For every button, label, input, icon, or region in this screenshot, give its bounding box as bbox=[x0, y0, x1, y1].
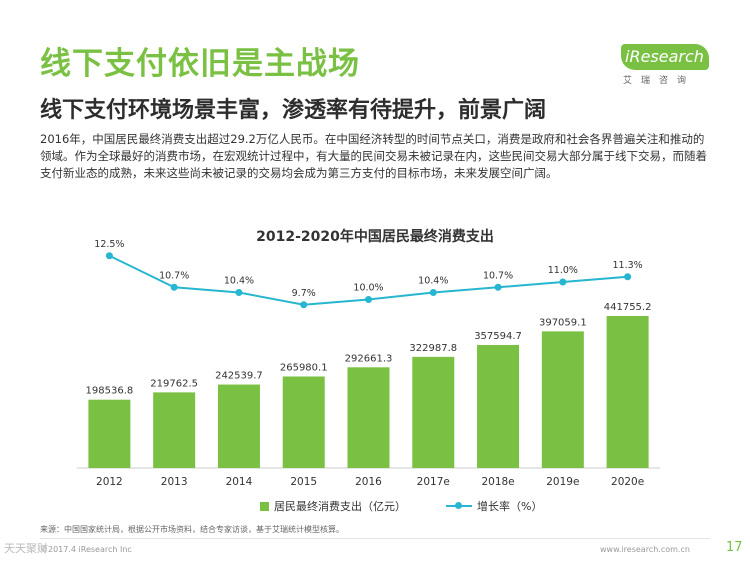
growth-rate-label: 11.0% bbox=[548, 265, 578, 276]
legend-bar-label: 居民最终消费支出（亿元） bbox=[274, 500, 406, 513]
body-paragraph: 2016年，中国居民最终消费支出超过29.2万亿人民币。在中国经济转型的时间节点… bbox=[40, 132, 707, 180]
x-tick-label: 2013 bbox=[161, 476, 188, 488]
growth-rate-point bbox=[105, 252, 113, 260]
copyright: ©2017.4 iResearch Inc bbox=[40, 545, 132, 554]
growth-rate-point bbox=[429, 289, 437, 296]
growth-rate-label: 10.4% bbox=[418, 276, 448, 287]
growth-rate-point bbox=[300, 301, 308, 309]
bar bbox=[412, 356, 455, 468]
watermark: 天天聚财 bbox=[4, 542, 48, 555]
website-link[interactable]: www.iresearch.com.cn bbox=[600, 545, 690, 554]
growth-rate-point bbox=[235, 289, 243, 296]
x-tick-label: 2012 bbox=[96, 476, 123, 488]
bar bbox=[541, 331, 584, 468]
bar bbox=[347, 367, 390, 468]
x-tick-label: 2020e bbox=[611, 476, 644, 488]
legend-line-label: 增长率（%） bbox=[477, 500, 543, 513]
bar bbox=[88, 399, 131, 468]
growth-rate-point bbox=[170, 283, 178, 291]
x-tick-label: 2019e bbox=[546, 476, 579, 488]
growth-rate-label: 12.5% bbox=[94, 239, 124, 250]
growth-rate-point bbox=[624, 273, 632, 281]
x-tick-label: 2018e bbox=[481, 476, 514, 488]
bar-value-label: 265980.1 bbox=[280, 362, 328, 373]
bar-value-label: 219762.5 bbox=[150, 378, 198, 389]
growth-rate-label: 10.4% bbox=[224, 276, 254, 287]
source-note: 来源：中国国家统计局，根据公开市场资料，结合专家访谈，基于艾瑞统计模型核算。 bbox=[40, 525, 344, 534]
legend-bar-swatch bbox=[260, 501, 269, 511]
growth-rate-point bbox=[494, 283, 502, 291]
bar bbox=[606, 316, 649, 468]
growth-rate-label: 10.7% bbox=[159, 270, 189, 281]
bar-value-label: 441755.2 bbox=[604, 302, 652, 313]
growth-rate-label: 11.3% bbox=[613, 260, 643, 271]
legend-line-swatch bbox=[446, 502, 472, 509]
x-tick-label: 2014 bbox=[226, 476, 253, 488]
page-subtitle: 线下支付环境场景丰富，渗透率有待提升，前景广阔 bbox=[40, 98, 547, 123]
bar-value-label: 242539.7 bbox=[215, 371, 263, 382]
bar-value-label: 357594.7 bbox=[474, 331, 522, 342]
chart-title: 2012-2020年中国居民最终消费支出 bbox=[256, 229, 494, 245]
growth-rate-label: 9.7% bbox=[292, 288, 316, 299]
bar bbox=[217, 384, 260, 468]
bar-value-label: 198536.8 bbox=[86, 386, 134, 397]
growth-rate-point bbox=[365, 296, 372, 303]
bar-value-label: 322987.8 bbox=[409, 343, 457, 354]
iresearch-logo: iResearch 艾瑞咨询 bbox=[621, 44, 711, 88]
bar-value-label: 397059.1 bbox=[539, 317, 587, 328]
x-tick-label: 2016 bbox=[355, 476, 382, 488]
page-number: 17 bbox=[726, 540, 743, 555]
page-title: 线下支付依旧是主战场 bbox=[40, 46, 360, 82]
x-tick-label: 2015 bbox=[290, 476, 317, 488]
bar bbox=[477, 344, 520, 468]
chart-legend: 居民最终消费支出（亿元） 增长率（%） bbox=[260, 498, 542, 514]
x-tick-label: 2017e bbox=[417, 476, 450, 488]
logo-text: iResearch bbox=[625, 47, 704, 66]
logo-subtitle: 艾瑞咨询 bbox=[623, 76, 696, 86]
growth-rate-label: 10.0% bbox=[353, 283, 383, 294]
growth-rate-point bbox=[559, 278, 567, 286]
bar-value-label: 292661.3 bbox=[345, 353, 393, 364]
footer-divider bbox=[40, 538, 710, 539]
growth-rate-label: 10.7% bbox=[483, 270, 513, 281]
bar bbox=[282, 376, 325, 468]
bar bbox=[153, 392, 196, 468]
logo-badge: iResearch bbox=[621, 44, 709, 70]
